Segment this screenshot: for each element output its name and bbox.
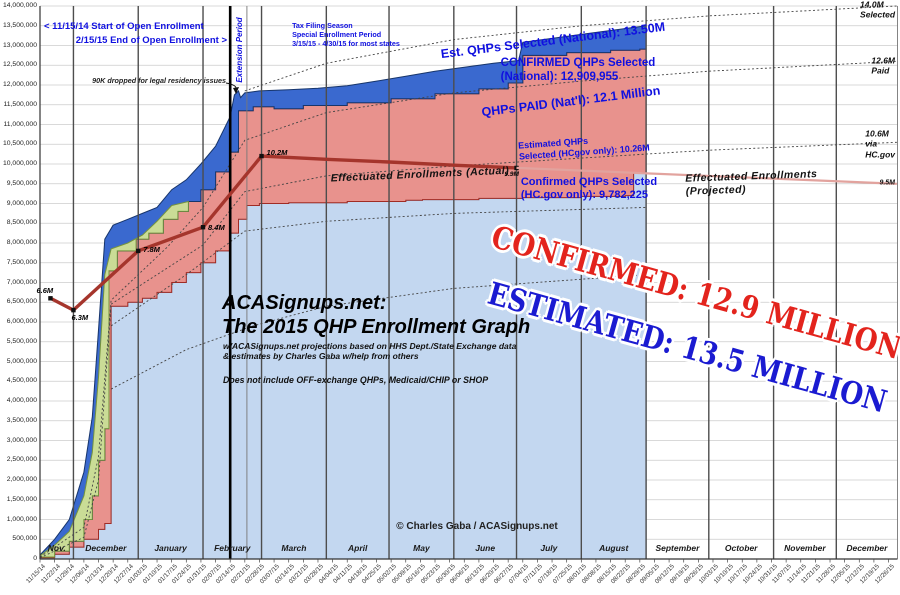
proj-hcgov <box>39 141 897 559</box>
data-point-marker <box>48 296 53 301</box>
proj-paid <box>39 60 897 558</box>
line-effectuated-projected <box>516 166 897 185</box>
proj-inner-1 <box>110 206 647 327</box>
data-point-marker <box>200 225 206 230</box>
area-early-estimate-band <box>39 200 189 558</box>
data-point-marker <box>71 307 76 313</box>
proj-inner-2 <box>110 274 647 390</box>
data-point-marker <box>259 153 264 159</box>
proj-selected <box>244 5 897 92</box>
data-point-marker <box>136 248 141 254</box>
